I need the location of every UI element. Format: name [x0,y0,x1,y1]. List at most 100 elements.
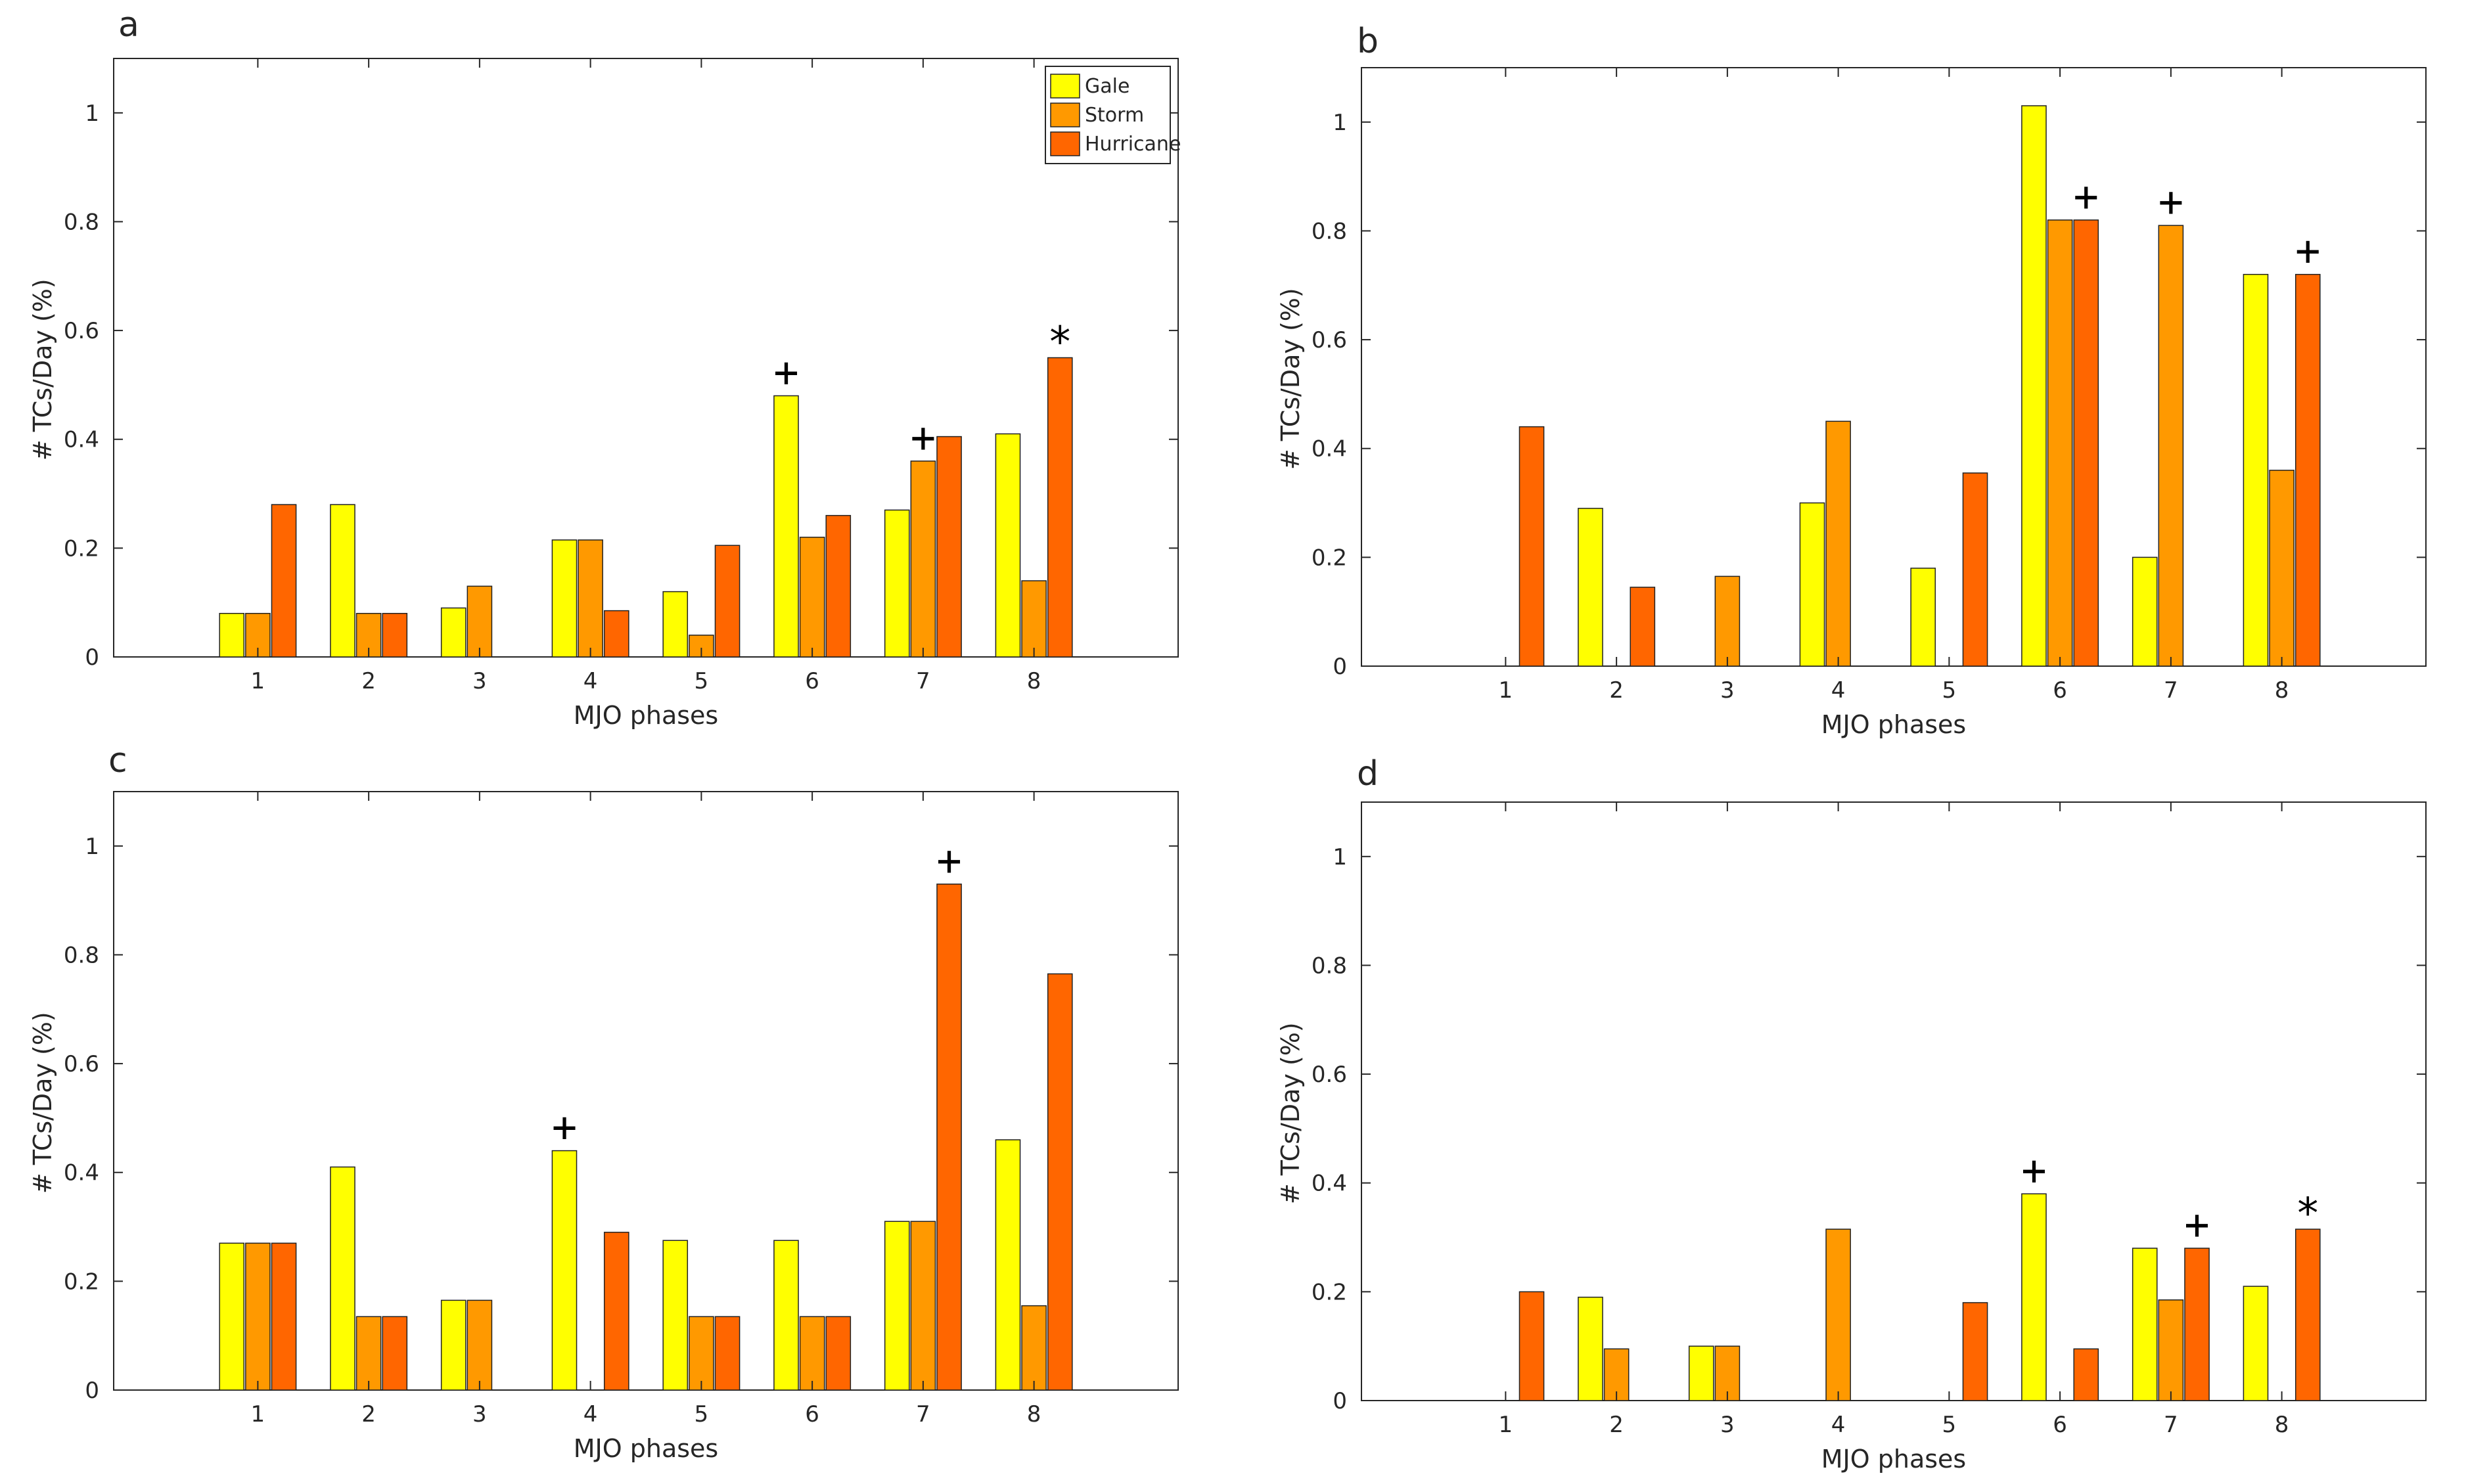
bar-gale-phase-1 [219,612,245,658]
y-axis-label: # TCs/Day (%) [1276,288,1305,470]
asterisk-marker: * [2295,1190,2321,1238]
x-tick-label: 6 [805,668,819,694]
x-tick-label: 5 [695,668,709,694]
bar-gale-phase-8 [995,1139,1021,1391]
x-axis-label: MJO phases [1821,710,1966,739]
bar-gale-phase-7 [2132,1248,2158,1401]
bar-gale-phase-4 [1799,502,1825,667]
bar-hurricane-phase-8 [2295,1228,2321,1401]
bar-gale-phase-6 [773,1240,799,1391]
x-tick-label: 8 [1027,668,1041,694]
y-tick-label: 1 [85,834,99,860]
panel-letter: d [1357,754,1379,794]
bar-storm-phase-6 [2047,219,2073,667]
x-tick-label: 6 [805,1401,819,1428]
legend-swatch-gale [1050,74,1080,99]
bar-gale-phase-2 [1578,1296,1603,1401]
bar-gale-phase-7 [884,1221,910,1391]
x-tick-label: 4 [1831,677,1846,704]
plus-marker: + [2021,1146,2047,1195]
bar-hurricane-phase-5 [714,545,741,658]
x-tick-label: 1 [1499,677,1513,704]
x-tick-label: 8 [1027,1401,1041,1428]
panel-letter: b [1357,22,1379,61]
x-tick-label: 4 [583,668,598,694]
bar-hurricane-phase-4 [603,1232,629,1391]
bar-gale-phase-8 [2243,1286,2269,1401]
bar-gale-phase-3 [440,1299,467,1391]
y-tick-label: 0 [1333,654,1347,680]
plus-marker: + [2158,178,2184,227]
y-tick-label: 0.6 [64,318,99,344]
y-tick-label: 0.2 [1312,545,1347,571]
panel-b: 0 0.2 0.4 0.6 0.8 1 1 2 3 4 5 6 7 8 + + + MJO phases # TCs… [1276,22,2427,739]
legend-label-gale: Gale [1085,75,1130,98]
y-tick-label: 0.6 [1312,1062,1347,1088]
x-tick-label: 1 [251,668,265,694]
bar-hurricane-phase-5 [1962,472,1988,667]
plus-marker: + [911,414,936,462]
plus-marker: + [2184,1201,2210,1249]
x-tick-label: 1 [1499,1412,1513,1438]
x-tick-label: 4 [1831,1412,1846,1438]
plus-marker: + [936,837,962,886]
bar-hurricane-phase-6 [2073,219,2099,667]
panel-letter: c [108,741,127,780]
x-tick-label: 1 [251,1401,265,1428]
bar-gale-phase-3 [440,607,467,658]
x-tick-label: 3 [472,1401,487,1428]
bar-hurricane-phase-4 [603,610,629,658]
x-tick-label: 6 [2053,677,2067,704]
bar-storm-phase-6 [799,537,825,658]
x-tick-label: 7 [916,1401,930,1428]
bar-gale-phase-8 [995,433,1021,658]
x-tick-label: 8 [2275,677,2289,704]
y-tick-label: 0.4 [64,1160,99,1186]
x-tick-label: 2 [1609,1412,1624,1438]
x-tick-label: 3 [1720,677,1735,704]
bar-gale-phase-4 [551,539,578,658]
bar-hurricane-phase-5 [714,1316,741,1391]
y-tick-label: 0.2 [64,535,99,562]
bar-hurricane-phase-6 [825,514,852,658]
x-tick-label: 5 [1942,677,1957,704]
bar-hurricane-phase-2 [1630,587,1656,667]
x-tick-label: 7 [2164,677,2178,704]
bar-gale-phase-6 [2021,1193,2047,1401]
bar-gale-phase-1 [219,1242,245,1391]
bar-storm-phase-1 [245,1242,271,1391]
legend-swatch-storm [1050,102,1080,127]
bar-storm-phase-8 [1021,580,1047,658]
bar-storm-phase-4 [1825,1228,1851,1401]
plus-marker: + [552,1104,578,1152]
bar-storm-phase-2 [355,1316,382,1391]
x-tick-label: 3 [1720,1412,1735,1438]
panel-a: 0 0.2 0.4 0.6 0.8 1 1 2 3 4 5 6 7 8 + + * MJO phases # TCs… [28,5,1181,730]
bar-gale-phase-5 [662,1240,689,1391]
x-tick-label: 8 [2275,1412,2289,1438]
panel-letter: a [118,5,139,45]
bar-storm-phase-3 [467,585,493,658]
bar-gale-phase-2 [330,1166,355,1391]
bar-gale-phase-2 [1578,508,1603,667]
y-tick-label: 0.4 [1312,436,1347,462]
bar-hurricane-phase-1 [271,1242,297,1391]
bar-hurricane-phase-8 [2295,273,2321,667]
x-tick-label: 5 [1942,1412,1957,1438]
bar-hurricane-phase-8 [1047,973,1073,1391]
x-tick-label: 4 [583,1401,598,1428]
legend-swatch-hurricane [1050,131,1080,156]
y-tick-label: 0.6 [64,1051,99,1077]
bar-gale-phase-3 [1688,1345,1714,1401]
bar-hurricane-phase-1 [271,504,297,658]
bar-storm-phase-4 [1825,420,1851,667]
bar-gale-phase-4 [551,1150,578,1391]
x-tick-label: 6 [2053,1412,2067,1438]
y-axis-label: # TCs/Day (%) [28,1012,57,1194]
bar-storm-phase-7 [2158,1299,2184,1401]
x-tick-label: 7 [916,668,930,694]
bar-hurricane-phase-1 [1518,1291,1545,1401]
x-axis-label: MJO phases [574,1434,718,1463]
bar-storm-phase-7 [2158,225,2184,667]
plus-marker: + [773,348,799,397]
